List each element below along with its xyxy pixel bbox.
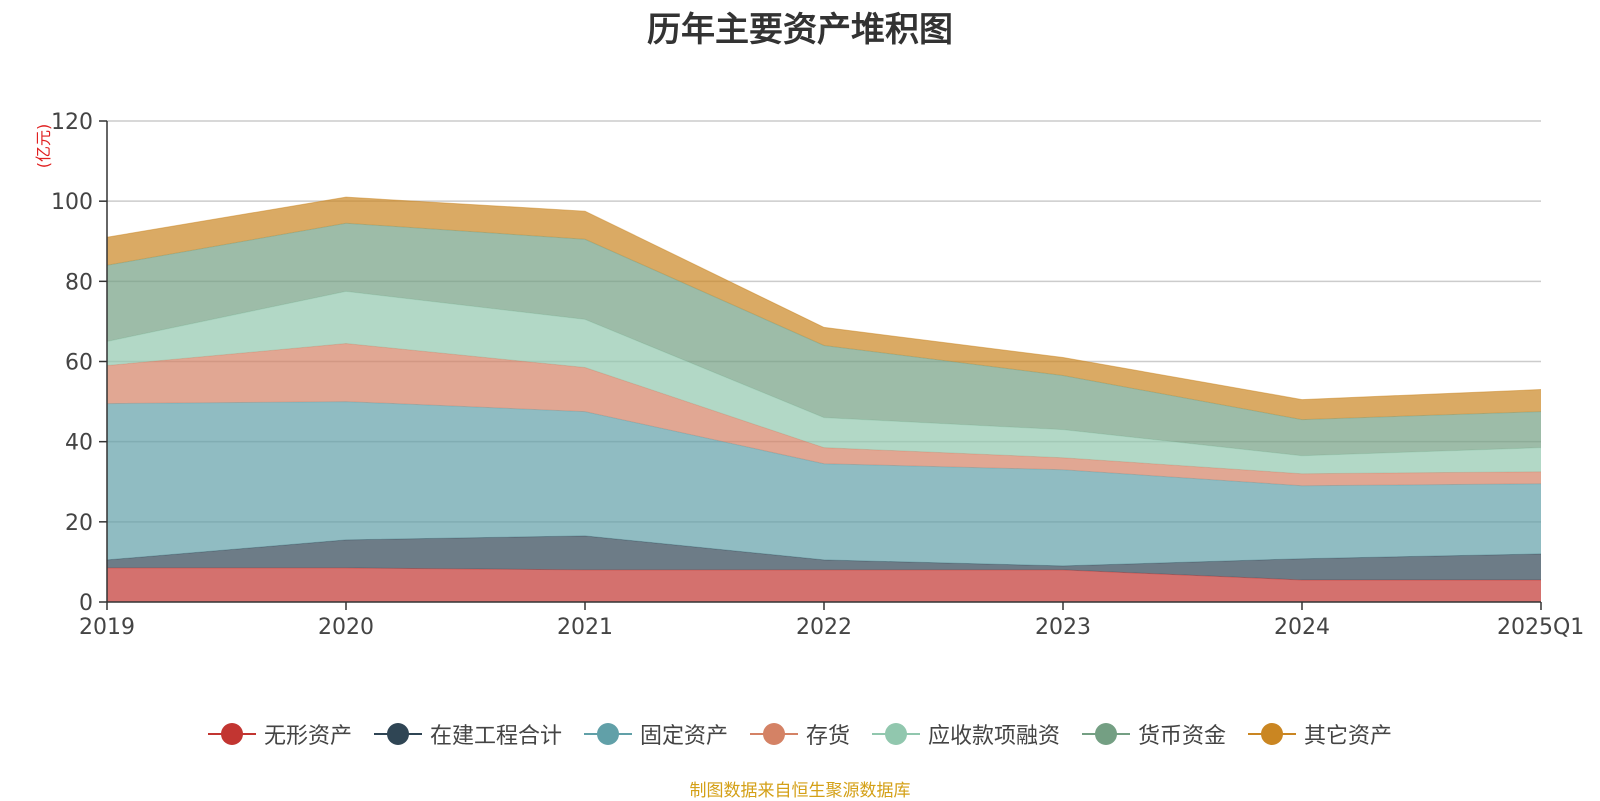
legend-item-其它资产[interactable]: 其它资产 (1248, 718, 1392, 750)
y-tick-label-80: 80 (65, 270, 93, 295)
area-存货 (107, 343, 1541, 486)
legend-label: 存货 (805, 724, 850, 749)
legend: 无形资产 在建工程合计 固定资产 存货 应收款项融资 货币资金 其它资产 (0, 718, 1600, 750)
legend-marker-icon (373, 722, 422, 746)
legend-item-固定资产[interactable]: 固定资产 (583, 718, 728, 750)
y-tick-label-100: 100 (51, 190, 93, 215)
x-tick-label-2021: 2021 (557, 615, 613, 640)
legend-marker-icon (1082, 722, 1131, 746)
area-应收款项融资 (107, 291, 1541, 474)
area-edge-其它资产 (106, 196, 1542, 401)
legend-marker-icon (207, 722, 256, 746)
x-tick-label-2022: 2022 (796, 615, 852, 640)
legend-label: 其它资产 (1304, 724, 1393, 749)
legend-label: 货币资金 (1138, 724, 1227, 749)
x-tick-label-2019: 2019 (79, 615, 135, 640)
legend-item-货币资金[interactable]: 货币资金 (1082, 718, 1226, 750)
y-tick-label-60: 60 (65, 351, 93, 376)
x-tick-label-2023: 2023 (1035, 615, 1091, 640)
x-tick-label-2020: 2020 (318, 615, 374, 640)
chart-title: 历年主要资产堆积图 (647, 10, 953, 50)
x-tick-label-2024: 2024 (1274, 615, 1330, 640)
y-tick-label-40: 40 (65, 431, 93, 456)
area-在建工程合计 (107, 535, 1541, 580)
y-tick-label-20: 20 (65, 511, 93, 536)
source-note: 制图数据来自恒生聚源数据库 (689, 781, 911, 801)
legend-item-应收款项融资[interactable]: 应收款项融资 (872, 718, 1060, 750)
y-tick-label-120: 120 (51, 110, 93, 135)
y-tick-label-0: 0 (79, 591, 93, 616)
area-series (106, 196, 1542, 602)
legend-label: 在建工程合计 (429, 724, 562, 749)
legend-marker-icon (1248, 722, 1297, 746)
legend-label: 应收款项融资 (928, 724, 1061, 749)
x-tick-label-2025Q1: 2025Q1 (1497, 615, 1584, 640)
legend-marker-icon (872, 722, 920, 746)
legend-label: 固定资产 (639, 724, 728, 749)
legend-marker-icon (583, 722, 632, 746)
y-unit-label: (亿元) (34, 124, 53, 169)
area-固定资产 (107, 401, 1541, 566)
legend-item-无形资产[interactable]: 无形资产 (207, 718, 352, 750)
area-无形资产 (107, 567, 1541, 602)
legend-marker-icon (749, 722, 798, 746)
area-其它资产 (107, 197, 1541, 420)
axes: 0 20 40 60 80 100 120 2019 2020 2021 2022 2023 2024 2… (34, 110, 1584, 640)
legend-item-在建工程合计[interactable]: 在建工程合计 (373, 718, 562, 750)
legend-label: 无形资产 (263, 724, 352, 749)
legend-item-存货[interactable]: 存货 (749, 718, 850, 750)
